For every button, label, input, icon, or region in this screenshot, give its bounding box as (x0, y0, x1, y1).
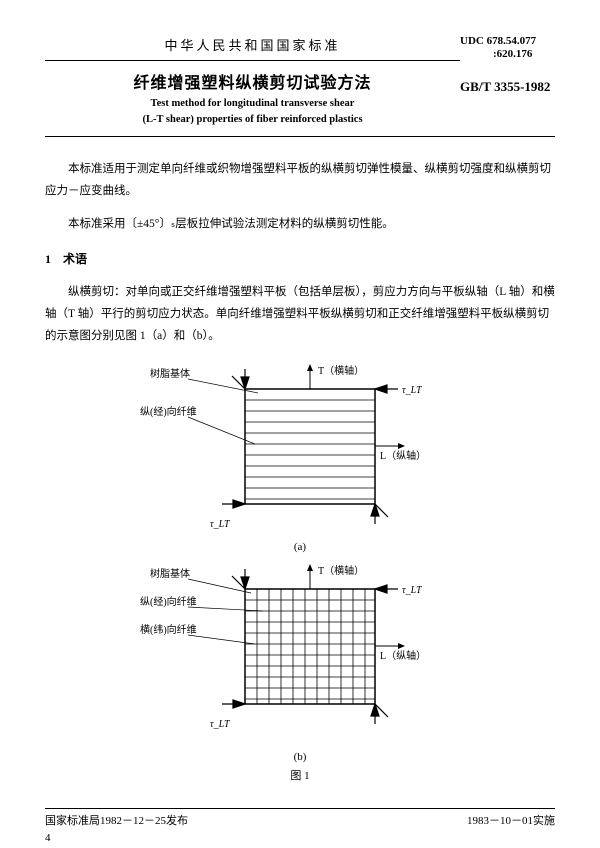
footer: 国家标准局1982－12－25发布 1983－10－01实施 (45, 808, 555, 828)
term-para: 纵横剪切：对单向或正交纤维增强塑料平板（包括单层板），剪应力方向与平板纵轴（L … (45, 282, 555, 348)
org-name: 中华人民共和国国家标准 (45, 35, 460, 54)
tau-label: τ_LT (402, 585, 423, 596)
udc-code-2: :620.176 (460, 48, 555, 61)
divider (45, 60, 460, 61)
t-axis-label: T（横轴） (318, 364, 364, 377)
caption-a: (a) (45, 541, 555, 553)
tau-label: τ_LT (402, 385, 423, 396)
fiber-trans-label: 横(纬)向纤维 (140, 623, 197, 636)
figure-a: T（横轴） L（纵轴） τ_LT τ_LT 树脂基体 纵(经)向纤维 (a) (45, 359, 555, 553)
l-axis-label: L（纵轴） (380, 449, 426, 462)
effective-date: 1983－10－01实施 (467, 812, 555, 828)
figure-label: 图 1 (45, 767, 555, 783)
fiber-long-label: 纵(经)向纤维 (140, 595, 197, 608)
title-cn: 纤维增强塑料纵横剪切试验方法 (45, 69, 460, 93)
title-en-2: (L-T shear) properties of fiber reinforc… (45, 113, 460, 127)
title-en-1: Test method for longitudinal transverse … (45, 97, 460, 111)
section-heading: 1 术语 (45, 248, 555, 271)
gb-code: GB/T 3355-1982 (460, 79, 555, 95)
caption-b: (b) (45, 751, 555, 763)
fiber-long-label: 纵(经)向纤维 (140, 405, 197, 418)
resin-label: 树脂基体 (150, 367, 190, 380)
l-axis-label: L（纵轴） (380, 649, 426, 662)
resin-label: 树脂基体 (150, 567, 190, 580)
issued-date: 国家标准局1982－12－25发布 (45, 812, 188, 828)
tau-label: τ_LT (210, 719, 231, 730)
tau-label: τ_LT (210, 519, 231, 530)
page-number: 4 (45, 832, 51, 844)
para-1: 本标准适用于测定单向纤维或织物增强塑料平板的纵横剪切弹性模量、纵横剪切强度和纵横… (45, 159, 555, 203)
udc-code-1: UDC 678.54.077 (460, 35, 555, 48)
divider (45, 136, 555, 137)
para-2: 本标准采用〔±45°〕ₛ层板拉伸试验法测定材料的纵横剪切性能。 (45, 214, 555, 236)
figure-b: T（横轴） L（纵轴） τ_LT τ_LT 树脂基体 纵(经)向纤维 横(纬)向… (45, 559, 555, 783)
t-axis-label: T（横轴） (318, 564, 364, 577)
